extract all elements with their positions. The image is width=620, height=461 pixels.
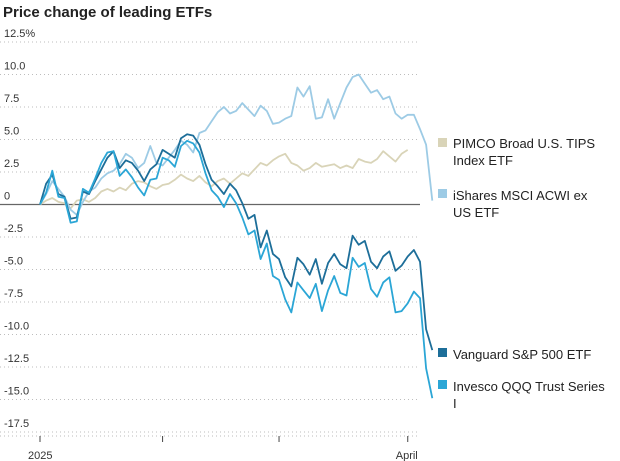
y-tick-label: 5.0 — [4, 126, 19, 138]
y-tick-label: 12.5% — [4, 28, 35, 40]
series-line-3 — [39, 139, 434, 399]
series-line-2 — [39, 133, 434, 351]
legend-label: PIMCO Broad U.S. TIPS — [453, 136, 595, 151]
legend-swatch — [438, 189, 447, 198]
y-tick-label: -5.0 — [4, 256, 23, 268]
series-line-0 — [39, 149, 409, 210]
grid-lines — [0, 41, 420, 433]
legend-label: Vanguard S&P 500 ETF — [453, 347, 591, 362]
legend-label: I — [453, 396, 457, 411]
legend-label: US ETF — [453, 205, 499, 220]
legend-swatch — [438, 138, 447, 147]
legend: PIMCO Broad U.S. TIPS Index ETF iShares MS… — [438, 136, 605, 411]
legend-swatch — [438, 348, 447, 357]
y-tick-label: -17.5 — [4, 418, 29, 430]
legend-label: iShares MSCI ACWI ex — [453, 188, 588, 203]
y-tick-label: -2.5 — [4, 223, 23, 235]
y-tick-label: 7.5 — [4, 93, 19, 105]
legend-swatch — [438, 380, 447, 389]
y-tick-label: -7.5 — [4, 288, 23, 300]
legend-label: Index ETF — [453, 153, 513, 168]
y-tick-label: 10.0 — [4, 61, 25, 73]
x-tick-label: 2025 — [28, 450, 52, 461]
y-tick-label: 2.5 — [4, 158, 19, 170]
y-axis-ticks: 12.5% 10.0 7.5 5.0 2.5 0 -2.5 -5.0 -7.5 -10.0 -12.… — [4, 28, 35, 430]
chart-title: Price change of leading ETFs — [3, 4, 212, 21]
x-tick-label: April — [396, 450, 418, 461]
y-tick-label: -15.0 — [4, 386, 29, 398]
legend-label: Invesco QQQ Trust Series — [453, 379, 605, 394]
x-axis: 2025 April — [0, 435, 420, 461]
series-lines — [39, 73, 434, 399]
y-tick-label: -12.5 — [4, 353, 29, 365]
y-tick-label: 0 — [4, 191, 10, 203]
series-line-1 — [39, 73, 434, 216]
y-tick-label: -10.0 — [4, 321, 29, 333]
